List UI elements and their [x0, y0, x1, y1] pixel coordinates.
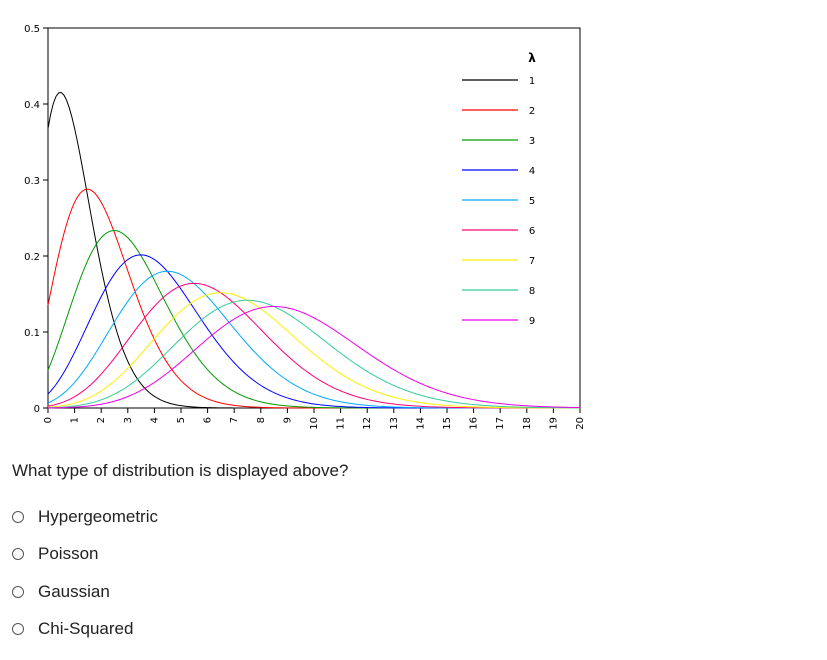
y-tick-label: 0.5 [24, 24, 40, 35]
radio-button[interactable] [12, 548, 24, 561]
legend-label: 2 [529, 106, 535, 117]
legend-label: 8 [529, 286, 535, 297]
option-chi-squared[interactable]: Chi-Squared [12, 611, 158, 649]
question-text: What type of distribution is displayed a… [12, 461, 349, 480]
radio-button[interactable] [12, 623, 24, 636]
y-tick-label: 0.4 [24, 100, 40, 111]
x-tick-label: 2 [96, 417, 107, 423]
legend-label: 9 [529, 316, 535, 327]
x-tick-label: 11 [336, 417, 347, 430]
legend-label: 6 [529, 226, 535, 237]
x-tick-label: 17 [495, 417, 506, 430]
legend-label: 7 [529, 256, 535, 267]
x-tick-label: 1 [70, 417, 81, 423]
x-tick-label: 14 [415, 417, 426, 430]
x-tick-label: 7 [229, 417, 240, 423]
option-label: Chi-Squared [38, 619, 134, 639]
legend-label: 5 [529, 196, 535, 207]
series-line-lambda-8 [47, 299, 581, 409]
x-tick-label: 15 [442, 417, 453, 430]
legend-label: 4 [529, 166, 535, 177]
poisson-chart: 00.10.20.30.40.50 1 2 3 4 5 6 7 8 9 10 11 12 13 14 15 16… [24, 24, 586, 430]
x-tick-label: 16 [469, 417, 480, 430]
option-label: Poisson [38, 544, 99, 564]
x-tick-label: 6 [203, 417, 214, 423]
x-tick-label: 8 [256, 417, 267, 423]
option-gaussian[interactable]: Gaussian [12, 573, 158, 611]
y-tick-label: 0.2 [24, 252, 40, 263]
x-tick-label: 4 [149, 417, 160, 423]
x-tick-label: 3 [123, 417, 134, 423]
legend-label: 1 [529, 76, 535, 87]
series-line-lambda-9 [47, 305, 581, 409]
option-hypergeometric[interactable]: Hypergeometric [12, 498, 158, 536]
y-tick-label: 0.1 [24, 328, 40, 339]
x-tick-label: 13 [389, 417, 400, 430]
option-label: Gaussian [38, 581, 110, 601]
x-tick-label: 18 [522, 417, 533, 430]
x-tick-label: 19 [548, 417, 559, 430]
y-tick-label: 0.3 [24, 176, 40, 187]
x-tick-label: 12 [362, 417, 373, 430]
legend-title: λ [528, 51, 536, 65]
plot-frame [47, 27, 581, 409]
x-tick-label: 20 [575, 417, 586, 430]
y-tick-label: 0 [34, 404, 40, 415]
option-poisson[interactable]: Poisson [12, 536, 158, 574]
answer-options: Hypergeometric Poisson Gaussian Chi-Squa… [12, 498, 158, 648]
x-tick-label: 10 [309, 417, 320, 430]
series-line-lambda-4 [47, 254, 580, 409]
series-line-lambda-2 [47, 188, 580, 409]
x-tick-label: 0 [43, 417, 54, 423]
option-label: Hypergeometric [38, 506, 158, 526]
radio-button[interactable] [12, 585, 24, 598]
radio-button[interactable] [12, 510, 24, 523]
x-tick-label: 9 [282, 417, 293, 423]
series-line-lambda-7 [47, 292, 581, 409]
legend-label: 3 [529, 136, 535, 147]
x-tick-label: 5 [176, 417, 187, 423]
series-line-lambda-3 [47, 230, 580, 409]
